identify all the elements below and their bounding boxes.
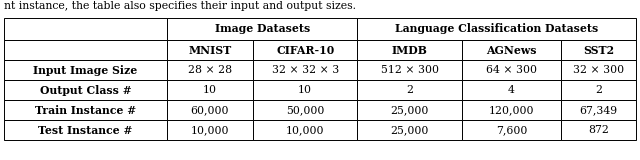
- Text: SST2: SST2: [583, 44, 614, 56]
- Bar: [462, 80, 561, 100]
- Bar: [253, 80, 357, 100]
- Text: IMDB: IMDB: [392, 44, 428, 56]
- Text: 25,000: 25,000: [390, 105, 429, 115]
- Text: 64 × 300: 64 × 300: [486, 65, 537, 75]
- Text: AGNews: AGNews: [486, 44, 537, 56]
- Text: Image Datasets: Image Datasets: [214, 24, 310, 35]
- Bar: [4, 18, 167, 40]
- Bar: [462, 100, 561, 120]
- Text: CIFAR-10: CIFAR-10: [276, 44, 334, 56]
- Bar: [167, 40, 253, 60]
- Bar: [253, 60, 357, 80]
- Text: 60,000: 60,000: [191, 105, 229, 115]
- Text: 10,000: 10,000: [191, 125, 229, 135]
- Text: 67,349: 67,349: [579, 105, 618, 115]
- Bar: [561, 80, 636, 100]
- Text: 10: 10: [203, 85, 217, 95]
- Text: nt instance, the table also specifies their input and output sizes.: nt instance, the table also specifies th…: [4, 1, 356, 11]
- Text: Input Image Size: Input Image Size: [33, 64, 138, 76]
- Text: 32 × 300: 32 × 300: [573, 65, 624, 75]
- Text: 4: 4: [508, 85, 515, 95]
- Bar: [167, 100, 253, 120]
- Bar: [253, 100, 357, 120]
- Bar: [4, 100, 167, 120]
- Bar: [357, 120, 462, 140]
- Text: Output Class #: Output Class #: [40, 84, 131, 96]
- Bar: [561, 100, 636, 120]
- Bar: [462, 60, 561, 80]
- Text: MNIST: MNIST: [188, 44, 232, 56]
- Text: Train Instance #: Train Instance #: [35, 104, 136, 116]
- Text: 10: 10: [298, 85, 312, 95]
- Bar: [561, 120, 636, 140]
- Bar: [462, 40, 561, 60]
- Text: 32 × 32 × 3: 32 × 32 × 3: [271, 65, 339, 75]
- Bar: [357, 60, 462, 80]
- Bar: [4, 120, 167, 140]
- Bar: [561, 60, 636, 80]
- Bar: [167, 120, 253, 140]
- Bar: [357, 40, 462, 60]
- Text: 2: 2: [406, 85, 413, 95]
- Text: 512 × 300: 512 × 300: [381, 65, 439, 75]
- Bar: [4, 40, 167, 60]
- Text: Test Instance #: Test Instance #: [38, 124, 132, 136]
- Text: 50,000: 50,000: [286, 105, 324, 115]
- Text: 120,000: 120,000: [489, 105, 534, 115]
- Bar: [357, 80, 462, 100]
- Bar: [4, 60, 167, 80]
- Text: 7,600: 7,600: [496, 125, 527, 135]
- Bar: [462, 120, 561, 140]
- Bar: [167, 18, 357, 40]
- Bar: [253, 40, 357, 60]
- Bar: [253, 120, 357, 140]
- Bar: [357, 18, 636, 40]
- Bar: [357, 100, 462, 120]
- Text: 28 × 28: 28 × 28: [188, 65, 232, 75]
- Bar: [167, 80, 253, 100]
- Text: 25,000: 25,000: [390, 125, 429, 135]
- Text: 2: 2: [595, 85, 602, 95]
- Text: 872: 872: [588, 125, 609, 135]
- Bar: [167, 60, 253, 80]
- Text: 10,000: 10,000: [286, 125, 324, 135]
- Bar: [4, 80, 167, 100]
- Text: Language Classification Datasets: Language Classification Datasets: [395, 24, 598, 35]
- Bar: [561, 40, 636, 60]
